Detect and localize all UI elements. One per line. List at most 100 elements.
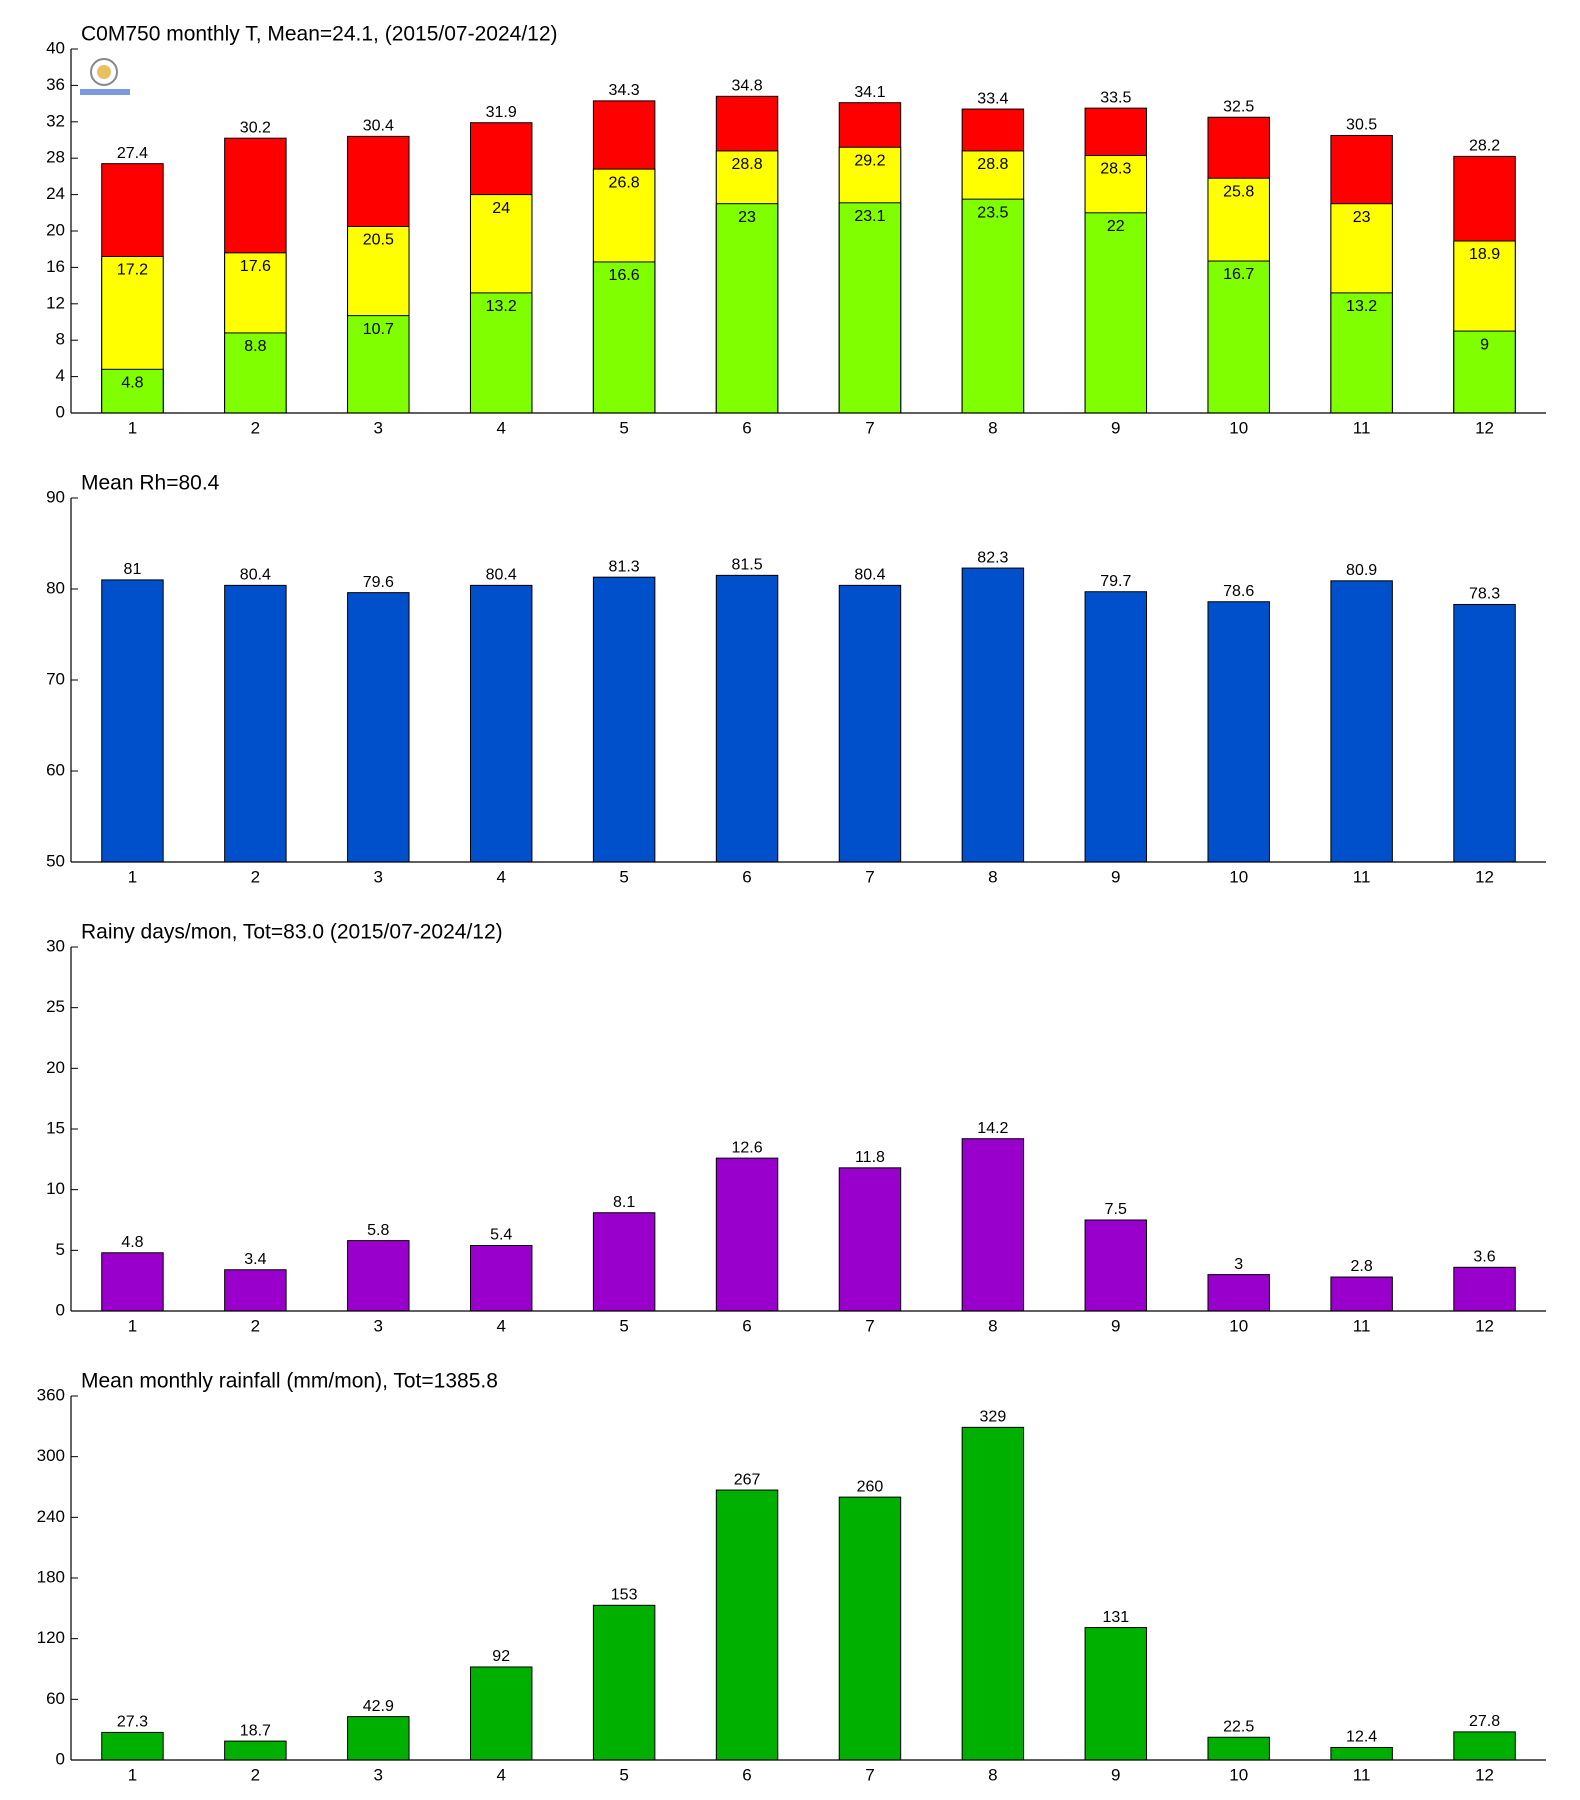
x-tick-label: 7	[865, 867, 874, 886]
bar	[838, 1496, 902, 1761]
value-label: 25.8	[1223, 183, 1254, 200]
value-label: 2.8	[1351, 1258, 1373, 1275]
x-tick-label: 4	[496, 418, 505, 437]
chart-title: Mean monthly rainfall (mm/mon), Tot=1385…	[81, 1370, 498, 1393]
value-label: 28.3	[1100, 161, 1131, 178]
value-label: 8.8	[244, 338, 266, 355]
x-tick-label: 6	[742, 867, 751, 886]
value-label: 31.9	[486, 104, 517, 121]
y-tick-label: 60	[46, 760, 65, 779]
y-tick-label: 40	[46, 38, 65, 57]
value-label: 13.2	[1346, 298, 1377, 315]
bar	[1330, 1276, 1393, 1312]
bar	[1453, 603, 1516, 863]
y-tick-label: 90	[46, 487, 65, 506]
x-tick-label: 12	[1475, 867, 1494, 886]
x-tick-label: 10	[1229, 1765, 1248, 1784]
value-label: 17.6	[240, 258, 271, 275]
y-tick-label: 32	[46, 111, 65, 130]
bar	[224, 1269, 287, 1312]
value-label: 23	[1353, 209, 1371, 226]
x-tick-label: 2	[251, 1765, 260, 1784]
value-label: 16.7	[1223, 266, 1254, 283]
value-label: 78.3	[1469, 586, 1500, 603]
bar	[1453, 330, 1516, 414]
bar	[592, 1604, 656, 1761]
y-tick-label: 50	[46, 851, 65, 870]
value-label: 27.4	[117, 145, 148, 162]
x-tick-label: 7	[865, 1765, 874, 1784]
value-label: 34.3	[609, 82, 640, 99]
y-tick-label: 36	[46, 75, 65, 94]
value-label: 12.6	[731, 1139, 762, 1156]
x-tick-label: 5	[619, 418, 628, 437]
value-label: 14.2	[977, 1120, 1008, 1137]
value-label: 16.6	[609, 267, 640, 284]
value-label: 30.4	[363, 118, 394, 135]
value-label: 11.8	[855, 1149, 885, 1166]
logo	[80, 58, 130, 95]
bar	[1207, 1274, 1270, 1312]
value-label: 23	[738, 209, 756, 226]
bar	[469, 1666, 533, 1761]
x-tick-label: 3	[374, 418, 383, 437]
value-label: 24	[492, 200, 510, 217]
value-label: 33.4	[977, 90, 1008, 107]
value-label: 79.7	[1100, 573, 1131, 590]
chart-title: Mean Rh=80.4	[81, 472, 220, 495]
bar	[347, 592, 410, 863]
y-tick-label: 5	[56, 1240, 65, 1259]
value-label: 29.2	[854, 152, 885, 169]
bar	[961, 198, 1025, 414]
bar	[101, 579, 164, 863]
x-tick-label: 9	[1111, 1316, 1120, 1335]
x-tick-label: 4	[496, 867, 505, 886]
x-tick-label: 7	[865, 1316, 874, 1335]
bar	[715, 203, 779, 414]
bar	[1084, 1219, 1148, 1312]
value-label: 18.9	[1469, 246, 1500, 263]
y-tick-label: 60	[46, 1689, 65, 1708]
y-tick-label: 4	[56, 366, 65, 385]
value-label: 17.2	[117, 262, 148, 279]
y-tick-label: 16	[46, 257, 65, 276]
value-label: 81	[124, 561, 142, 578]
x-tick-label: 1	[128, 1765, 137, 1784]
value-label: 8.1	[613, 1194, 635, 1211]
bar	[469, 1244, 533, 1312]
value-label: 30.2	[240, 119, 271, 136]
y-tick-label: 24	[46, 184, 65, 203]
x-tick-label: 5	[619, 1765, 628, 1784]
value-label: 80.4	[854, 567, 885, 584]
value-label: 3.4	[244, 1251, 266, 1268]
bar	[1330, 292, 1393, 414]
x-tick-label: 7	[865, 418, 874, 437]
y-tick-label: 25	[46, 997, 65, 1016]
bar	[224, 1740, 287, 1761]
value-label: 153	[611, 1587, 638, 1604]
bar	[961, 1138, 1025, 1312]
value-label: 92	[492, 1648, 510, 1665]
x-tick-label: 3	[374, 1765, 383, 1784]
x-tick-label: 8	[988, 1316, 997, 1335]
y-tick-label: 360	[37, 1385, 65, 1404]
y-tick-label: 180	[37, 1567, 65, 1586]
y-tick-label: 0	[56, 1749, 65, 1768]
value-label: 80.9	[1346, 562, 1377, 579]
x-tick-label: 1	[128, 418, 137, 437]
x-tick-label: 9	[1111, 418, 1120, 437]
bar	[347, 1716, 410, 1761]
x-tick-label: 3	[374, 867, 383, 886]
x-tick-label: 11	[1353, 1316, 1371, 1335]
value-label: 26.8	[609, 174, 640, 191]
chart-title: Rainy days/mon, Tot=83.0 (2015/07-2024/1…	[81, 921, 503, 944]
bar	[1330, 1746, 1393, 1761]
bar	[1207, 1736, 1270, 1761]
x-tick-label: 1	[128, 867, 137, 886]
bar	[1453, 1266, 1516, 1312]
y-tick-label: 0	[56, 1300, 65, 1319]
value-label: 3	[1234, 1256, 1243, 1273]
bar	[838, 584, 902, 863]
